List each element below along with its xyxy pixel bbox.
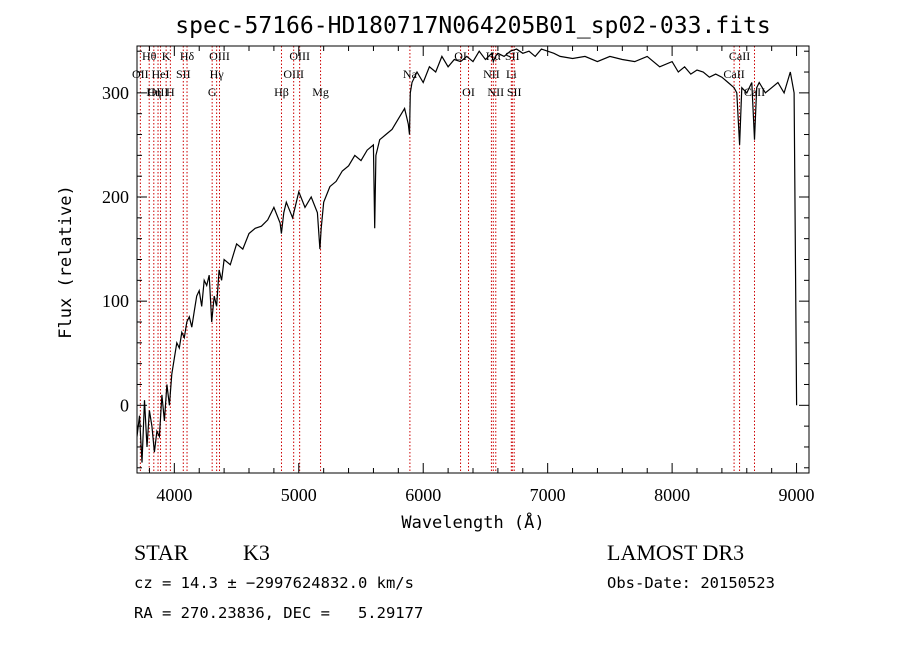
y-tick-label: 100 [102,291,129,311]
y-tick-label: 200 [102,187,129,207]
plot-frame [136,45,810,474]
spectral-line-label: OIII [209,49,230,63]
y-tick-label: 300 [102,83,129,103]
spectral-line-label: OI [462,85,475,99]
spectral-line-label: NII [483,67,500,81]
spectral-line-label: Li [506,67,517,81]
spectral-line-label: OIII [148,85,169,99]
sky-coordinates: RA = 270.23836, DEC = 5.29177 [134,604,424,622]
spectral-line-label: CaII [723,67,744,81]
x-tick-label: 5000 [281,485,317,505]
spectral-line-label: Hδ [180,49,195,63]
object-class: STAR [134,540,189,565]
y-tick-label: 0 [120,395,129,415]
y-axis-ticks: 0 100 200 300 [102,50,809,469]
spectral-subclass: K3 [243,540,270,565]
spectral-line-label: G [208,85,217,99]
spectral-line-label: Mg [312,85,329,99]
y-axis-label: Flux (relative) [56,185,76,339]
x-tick-label: 4000 [156,485,192,505]
x-tick-label: 6000 [405,485,441,505]
chart-title: spec-57166-HD180717N064205B01_sp02-033.f… [175,13,770,39]
spectral-line-label: K [162,49,171,63]
spectral-line-label: Hα [486,49,502,63]
spectral-line-label: Na [403,67,418,81]
spectral-line-labels: HθOIIHηOIIIHeIKHSIIHδGHγOIIIHβOIIIOIIIMg… [132,49,765,99]
spectral-line-label: OII [132,67,149,81]
spectral-line-label: Hγ [210,67,225,81]
x-axis-ticks: 4000 5000 6000 7000 8000 9000 [148,46,815,505]
redshift-velocity: cz = 14.3 ± −2997624832.0 km/s [134,574,414,592]
spectrum-line [137,48,798,463]
x-axis-label: Wavelength (Å) [401,511,544,533]
spectral-line-label: NII [487,85,504,99]
x-tick-label: 8000 [654,485,690,505]
spectral-line-label: SII [176,67,191,81]
observation-date: Obs-Date: 20150523 [607,574,775,592]
spectral-line-label: SII [507,85,522,99]
spectral-line-label: Hη [146,85,161,99]
spectral-line-label: HeI [152,67,170,81]
spectral-line-label: Hθ [142,49,157,63]
spectral-line-label: H [166,85,175,99]
x-tick-label: 7000 [530,485,566,505]
survey-name: LAMOST DR3 [607,540,745,565]
spectral-line-label: OIII [283,67,304,81]
spectral-line-label: CaII [729,49,750,63]
x-tick-label: 9000 [779,485,815,505]
spectral-line-label: OIII [289,49,310,63]
spectral-line-label: Hβ [274,85,289,99]
